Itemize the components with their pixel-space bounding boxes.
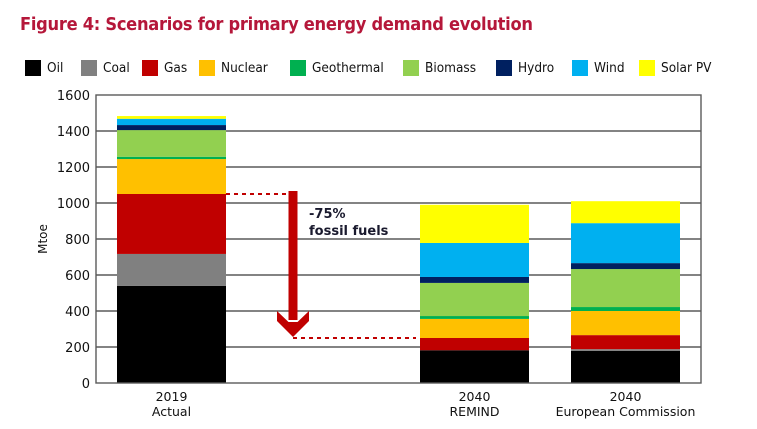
legend-swatch-nuclear (199, 60, 215, 76)
bar-segment-oil (117, 285, 226, 383)
y-tick-label: 0 (82, 377, 90, 392)
bar-segment-solar-pv (420, 204, 529, 243)
legend-label-wind: Wind (594, 60, 625, 76)
bar-segment-hydro (420, 276, 529, 283)
legend-item-wind: Wind (572, 59, 628, 77)
legend-label-biomass: Biomass (425, 60, 477, 76)
y-tick-label: 800 (65, 233, 90, 248)
bar-segment-biomass (420, 282, 529, 317)
x-tick-label-scenario: REMIND (449, 404, 499, 419)
legend-item-solar-pv: Solar PV (639, 59, 717, 77)
legend-label-geothermal: Geothermal (312, 60, 384, 76)
bar-segment-nuclear (117, 159, 226, 194)
y-tick-label: 600 (65, 269, 90, 284)
annotation-percent: -75% (309, 207, 346, 222)
annotation-label: fossil fuels (309, 224, 389, 239)
legend-swatch-hydro (496, 60, 512, 76)
legend-item-oil: Oil (25, 59, 65, 77)
y-tick-label: 1000 (57, 197, 90, 212)
bar-segment-geothermal (420, 316, 529, 319)
legend-swatch-coal (81, 60, 97, 76)
legend-item-gas: Gas (142, 59, 190, 77)
legend-item-biomass: Biomass (403, 59, 482, 77)
legend-swatch-oil (25, 60, 41, 76)
legend-swatch-gas (142, 60, 158, 76)
bar-segment-biomass (117, 130, 226, 157)
chart-title: Figure 4: Scenarios for primary energy d… (20, 15, 533, 35)
bar-segment-hydro (117, 125, 226, 131)
bar-segment-biomass (571, 269, 680, 308)
legend-item-geothermal: Geothermal (290, 59, 392, 77)
bar-segment-geothermal (571, 307, 680, 311)
bars (117, 116, 680, 383)
bar-segment-gas (571, 335, 680, 350)
arrow-shaft (288, 191, 298, 320)
legend-label-gas: Gas (164, 60, 188, 76)
legend-swatch-wind (572, 60, 588, 76)
annotation: -75% fossil fuels (226, 191, 416, 339)
y-axis-label: Mtoe (36, 224, 50, 254)
x-tick-label-scenario: Actual (152, 404, 191, 419)
y-tick-label: 1200 (57, 161, 90, 176)
bar-segment-wind (420, 242, 529, 277)
x-tick-label-year: 2019 (156, 389, 188, 404)
legend-item-coal: Coal (81, 59, 133, 77)
bar-segment-wind (571, 223, 680, 264)
legend-label-oil: Oil (47, 60, 64, 76)
legend-label-coal: Coal (103, 60, 130, 76)
legend-swatch-geothermal (290, 60, 306, 76)
bar-segment-nuclear (420, 318, 529, 338)
bar-segment-gas (117, 194, 226, 254)
bar-segment-solar-pv (571, 201, 680, 224)
x-tick-label-year: 2040 (459, 389, 491, 404)
bar-segment-nuclear (571, 311, 680, 336)
legend-label-hydro: Hydro (518, 60, 555, 76)
legend-item-hydro: Hydro (496, 59, 558, 77)
legend-item-nuclear: Nuclear (199, 59, 273, 77)
legend-label-solar-pv: Solar PV (661, 60, 712, 76)
y-tick-label: 200 (65, 341, 90, 356)
y-tick-label: 1600 (57, 89, 90, 104)
axes: 0 200 400 600 800 1000 1200 1400 1600 Mtoe 2019Act… (36, 89, 702, 419)
legend-swatch-biomass (403, 60, 419, 76)
x-tick-label-scenario: European Commission (556, 404, 696, 419)
bar-segment-solar-pv (117, 116, 226, 119)
bar-segment-wind (117, 118, 226, 126)
y-tick-label: 1400 (57, 125, 90, 140)
bar-segment-hydro (571, 263, 680, 270)
y-tick-label: 400 (65, 305, 90, 320)
plot-frame (95, 94, 702, 384)
bar-segment-coal (117, 253, 226, 286)
legend-swatch-solar-pv (639, 60, 655, 76)
bar-segment-coal (571, 349, 680, 351)
bar-segment-geothermal (117, 156, 226, 160)
bar-segment-gas (420, 338, 529, 351)
bar-segment-oil (571, 350, 680, 383)
legend-label-nuclear: Nuclear (221, 60, 268, 76)
bar-segment-oil (420, 350, 529, 383)
x-tick-label-year: 2040 (610, 389, 642, 404)
arrow-head-icon (277, 311, 309, 337)
